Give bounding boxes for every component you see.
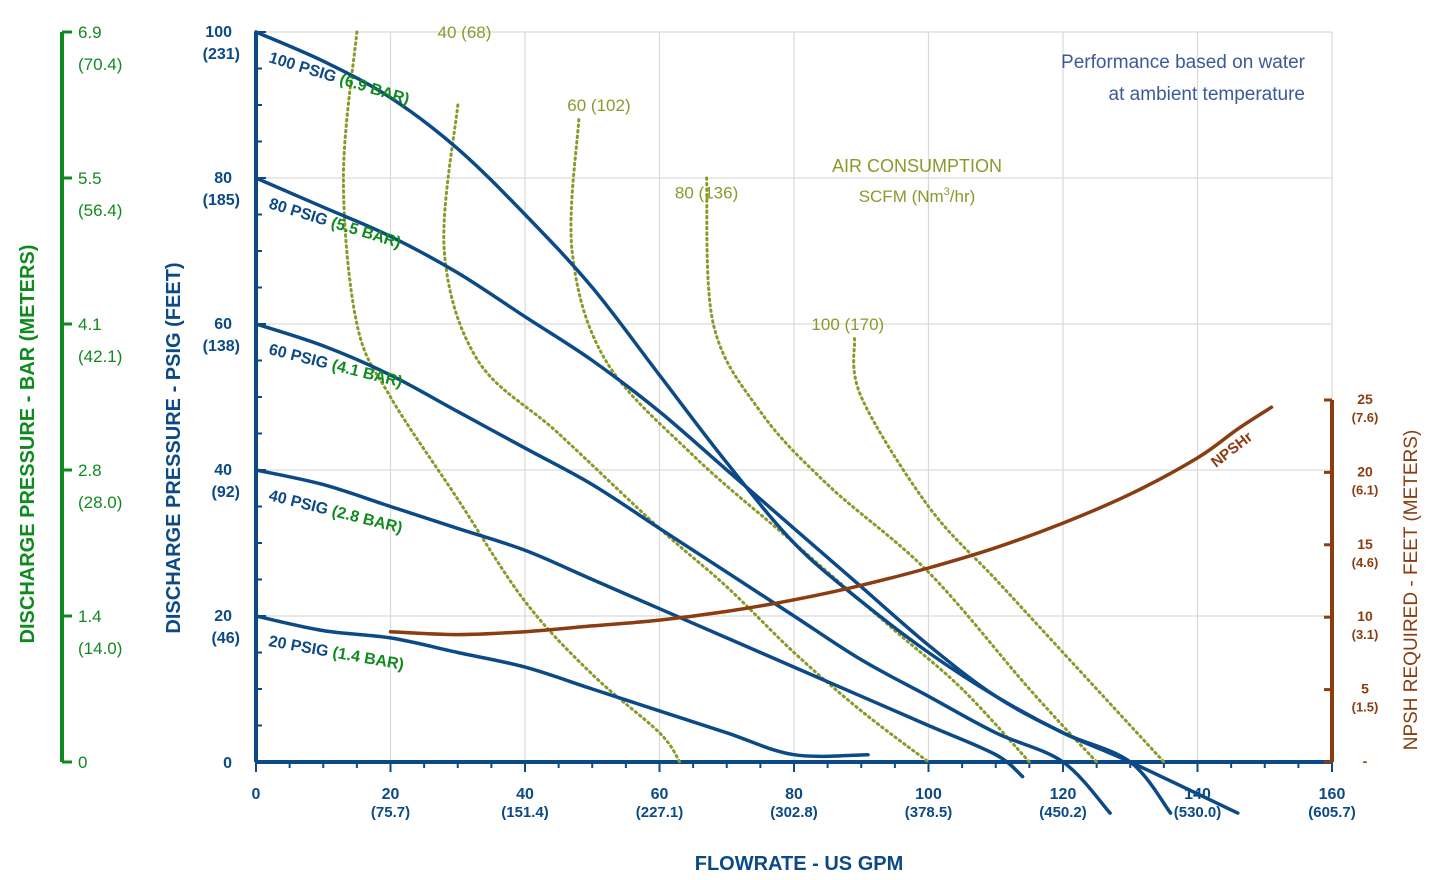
air-consumption-label: 40 (68) bbox=[438, 23, 492, 42]
npsh-curve bbox=[388, 405, 1274, 637]
x-tick-label: 140 bbox=[1184, 786, 1211, 803]
npsh-tick-label: - bbox=[1363, 753, 1368, 769]
air-consumption-label: 100 (170) bbox=[811, 315, 884, 334]
bar-tick-sublabel: (56.4) bbox=[78, 201, 122, 220]
pressure-line bbox=[254, 30, 1240, 815]
x-tick-sublabel: (75.7) bbox=[371, 804, 410, 821]
npsh-tick-sublabel: (7.6) bbox=[1352, 410, 1379, 425]
npsh-tick-label: 5 bbox=[1361, 681, 1369, 697]
air-units-post: /hr) bbox=[950, 187, 976, 206]
pressure-lines bbox=[254, 30, 1240, 815]
x-tick-label: 40 bbox=[516, 786, 534, 803]
x-axis-label: FLOWRATE - US GPM bbox=[695, 853, 904, 875]
y-tick-sublabel: (92) bbox=[212, 484, 240, 501]
pressure-line bbox=[254, 468, 1025, 779]
pressure-psig: 100 PSIG bbox=[267, 50, 343, 88]
pressure-psig: 20 PSIG bbox=[267, 633, 334, 661]
pressure-bar: (1.4 BAR) bbox=[331, 644, 405, 673]
bar-tick-label: 6.9 bbox=[78, 23, 102, 42]
pressure-bar: (5.5 BAR) bbox=[329, 215, 403, 252]
air-consumption-line bbox=[852, 337, 1166, 764]
air-consumption-units: SCFM (Nm3/hr) bbox=[859, 186, 976, 206]
bar-tick-sublabel: (70.4) bbox=[78, 55, 122, 74]
x-tick-label: 60 bbox=[651, 786, 669, 803]
air-consumption-label: 60 (102) bbox=[567, 96, 630, 115]
npsh-axis-label: NPSH REQUIRED - FEET (METERS) bbox=[1401, 430, 1422, 751]
performance-note-line1: Performance based on water bbox=[1061, 52, 1306, 73]
y-tick-sublabel: (138) bbox=[203, 338, 240, 355]
pressure-psig: 80 PSIG bbox=[267, 196, 334, 231]
y-tick-label: 40 bbox=[214, 462, 232, 479]
bar-tick-label: 4.1 bbox=[78, 315, 102, 334]
air-consumption-title: AIR CONSUMPTION bbox=[832, 156, 1002, 176]
y-tick-label: 80 bbox=[214, 170, 232, 187]
y-tick-label: 100 bbox=[205, 24, 232, 41]
npsh-tick-label: 10 bbox=[1357, 608, 1373, 624]
air-consumption-line bbox=[705, 176, 1099, 764]
x-tick-label: 120 bbox=[1050, 786, 1077, 803]
pressure-line bbox=[254, 176, 1173, 815]
pressure-line-label: 20 PSIG (1.4 BAR) bbox=[267, 633, 405, 674]
npsh-tick-label: 20 bbox=[1357, 463, 1373, 479]
pressure-line bbox=[254, 614, 870, 759]
air-units-pre: SCFM (Nm bbox=[859, 187, 944, 206]
bar-tick-label: 2.8 bbox=[78, 461, 102, 480]
air-units-sup: 3 bbox=[944, 186, 950, 198]
y-axis-label: DISCHARGE PRESSURE - PSIG (FEET) bbox=[163, 262, 185, 633]
bar-tick-label: 5.5 bbox=[78, 169, 102, 188]
x-tick-sublabel: (227.1) bbox=[636, 804, 684, 821]
npsh-line bbox=[388, 405, 1274, 637]
x-tick-label: 160 bbox=[1319, 786, 1346, 803]
x-tick-label: 80 bbox=[785, 786, 803, 803]
x-tick-sublabel: (378.5) bbox=[905, 804, 953, 821]
pressure-psig: 40 PSIG bbox=[267, 487, 334, 519]
x-tick-sublabel: (530.0) bbox=[1174, 804, 1222, 821]
axes bbox=[60, 30, 1334, 772]
x-tick-sublabel: (302.8) bbox=[770, 804, 818, 821]
npsh-tick-sublabel: (6.1) bbox=[1352, 482, 1379, 497]
performance-note-line2: at ambient temperature bbox=[1109, 84, 1305, 105]
pressure-line-label: 80 PSIG (5.5 BAR) bbox=[267, 196, 403, 252]
air-consumption-line bbox=[341, 30, 682, 764]
x-tick-label: 0 bbox=[252, 786, 261, 803]
y-tick-sublabel: (46) bbox=[212, 630, 240, 647]
y-tick-label: 60 bbox=[214, 316, 232, 333]
x-tick-label: 100 bbox=[915, 786, 942, 803]
y-tick-label: 0 bbox=[223, 755, 232, 772]
npsh-tick-label: 25 bbox=[1357, 391, 1373, 407]
air-consumption-label: 80 (136) bbox=[675, 184, 738, 203]
y-tick-label: 20 bbox=[214, 608, 232, 625]
air-consumption-lines bbox=[341, 30, 1166, 764]
x-tick-label: 20 bbox=[382, 786, 400, 803]
labels: 0 20(75.7)40(151.4)60(227.1)80(302.8)100(… bbox=[78, 23, 1379, 821]
y-tick-sublabel: (231) bbox=[203, 46, 240, 63]
bar-tick-sublabel: (28.0) bbox=[78, 493, 122, 512]
pressure-line-label: 40 PSIG (2.8 BAR) bbox=[267, 487, 404, 537]
y-tick-sublabel: (185) bbox=[203, 192, 240, 209]
air-consumption-line bbox=[569, 118, 1031, 764]
bar-tick-sublabel: (14.0) bbox=[78, 639, 122, 658]
npsh-tick-sublabel: (1.5) bbox=[1352, 700, 1379, 715]
x-tick-sublabel: (151.4) bbox=[501, 804, 549, 821]
bar-tick-label: 0 bbox=[78, 753, 87, 772]
x-tick-sublabel: (450.2) bbox=[1039, 804, 1087, 821]
bar-tick-label: 1.4 bbox=[78, 607, 102, 626]
x-tick-sublabel: (605.7) bbox=[1308, 804, 1356, 821]
bar-axis-label: DISCHARGE PRESSURE - BAR (METERS) bbox=[17, 245, 39, 644]
pressure-line-label: 100 PSIG (6.9 BAR) bbox=[267, 50, 411, 109]
npsh-tick-sublabel: (3.1) bbox=[1352, 627, 1379, 642]
npsh-tick-label: 15 bbox=[1357, 536, 1373, 552]
bar-tick-sublabel: (42.1) bbox=[78, 347, 122, 366]
npsh-tick-sublabel: (4.6) bbox=[1352, 555, 1379, 570]
pressure-line bbox=[254, 322, 1112, 815]
